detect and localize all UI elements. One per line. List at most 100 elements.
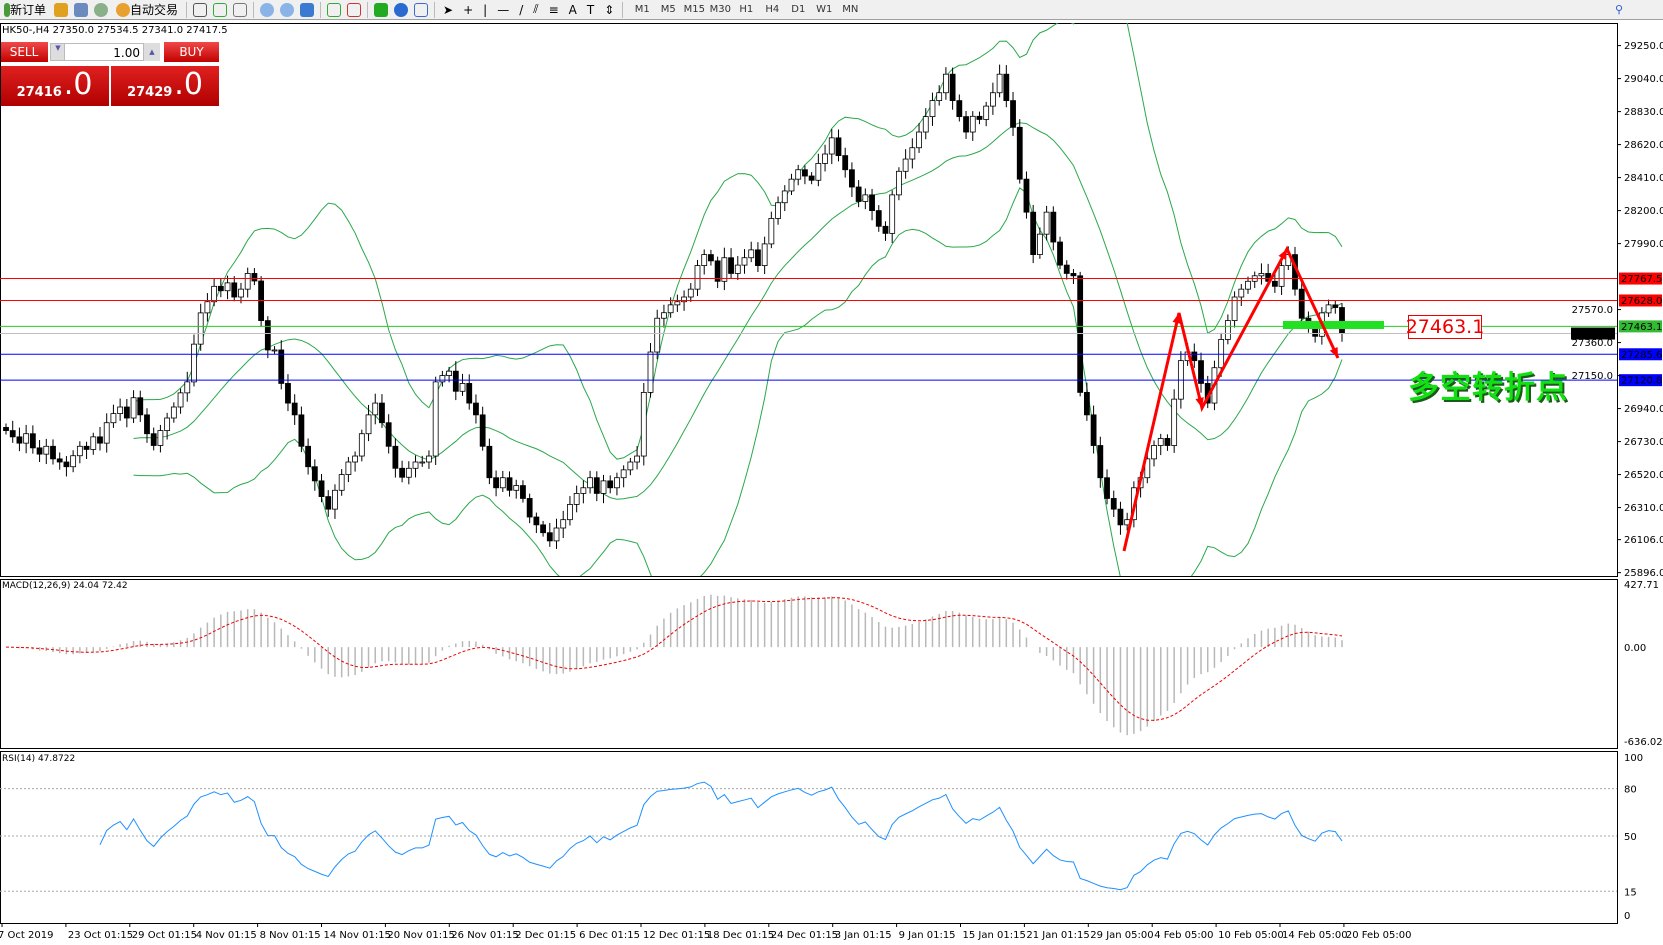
candle xyxy=(9,420,16,443)
candle-body xyxy=(896,170,902,196)
navigator-icon[interactable] xyxy=(74,2,89,17)
candle xyxy=(338,469,345,496)
autoscroll-icon[interactable] xyxy=(327,2,342,17)
candle xyxy=(949,67,956,110)
candle xyxy=(264,316,271,359)
candle-body xyxy=(170,406,177,419)
candle-body xyxy=(311,466,318,482)
candle-body xyxy=(922,116,929,133)
candle-body xyxy=(963,116,969,133)
timeframe-h1[interactable]: H1 xyxy=(739,4,754,15)
vertical-line-icon[interactable]: | xyxy=(483,2,488,17)
candle-body xyxy=(452,370,459,392)
candle-body xyxy=(1231,296,1238,321)
candle xyxy=(83,441,90,460)
indicators-icon[interactable] xyxy=(374,2,389,17)
buy-price-button[interactable]: 27429.0 xyxy=(111,66,219,106)
candle-body xyxy=(1023,178,1030,213)
price-level-value: 27120.8 xyxy=(1621,376,1662,387)
price-level-value: 27463.1 xyxy=(1621,322,1662,333)
cursor-icon[interactable]: ➤ xyxy=(443,2,454,17)
candle xyxy=(479,406,486,451)
timeframe-m30[interactable]: M30 xyxy=(709,4,731,15)
bar-chart-icon[interactable] xyxy=(193,2,208,17)
templates-icon[interactable] xyxy=(414,2,429,17)
timeframe-m15[interactable]: M15 xyxy=(683,4,705,15)
candle-body xyxy=(1097,445,1104,479)
candle xyxy=(318,473,325,503)
candle xyxy=(164,412,171,440)
zoom-out-icon[interactable] xyxy=(280,2,295,17)
timeframe-w1[interactable]: W1 xyxy=(816,4,833,15)
candle-body xyxy=(674,301,681,306)
divider xyxy=(367,1,369,18)
candle xyxy=(842,147,849,178)
candle xyxy=(1023,171,1030,219)
candle xyxy=(170,402,177,423)
timeframe-m1[interactable]: M1 xyxy=(634,4,650,15)
auto-trading-button[interactable]: 自动交易 xyxy=(114,1,180,19)
signal-icon[interactable] xyxy=(94,2,109,17)
price-level-value: 27417.5 xyxy=(1572,329,1613,340)
candle-body xyxy=(855,186,862,202)
tile-windows-icon[interactable] xyxy=(300,2,315,17)
market-watch-icon[interactable] xyxy=(54,2,69,17)
candle-body xyxy=(969,115,976,133)
auto-trading-label: 自动交易 xyxy=(130,3,179,17)
candle-body xyxy=(627,461,634,471)
crosshair-icon[interactable]: + xyxy=(463,2,474,17)
divider xyxy=(186,1,188,18)
periods-icon[interactable] xyxy=(394,2,409,17)
fibonacci-icon[interactable]: ≡ xyxy=(548,2,559,17)
candle-body xyxy=(1164,438,1171,446)
y-tick-label: 29250.0 xyxy=(1624,41,1663,52)
candle xyxy=(768,211,775,249)
candle-body xyxy=(271,349,278,352)
line-chart-icon[interactable] xyxy=(233,2,248,17)
candle xyxy=(1036,227,1043,259)
candle xyxy=(1271,272,1278,293)
search-icon[interactable]: ⚲ xyxy=(1614,3,1623,16)
timeframe-h4[interactable]: H4 xyxy=(765,4,780,15)
arrows-icon[interactable]: ⇕ xyxy=(604,2,615,17)
candle-body xyxy=(405,467,412,478)
candle-body xyxy=(1043,211,1050,235)
x-tick-label: 9 Jan 01:15 xyxy=(899,930,956,941)
macd-tick-label: -636.02 xyxy=(1624,737,1663,748)
lot-size-input[interactable]: 1.00 xyxy=(64,43,144,61)
text-label-icon[interactable]: T xyxy=(586,2,595,17)
candle xyxy=(3,423,9,435)
candle xyxy=(1231,291,1238,328)
new-order-button[interactable]: 新订单 xyxy=(2,1,48,19)
trendline-icon[interactable]: / xyxy=(519,2,524,17)
timeframe-bar: M1 M5 M15 M30 H1 H4 D1 W1 MN xyxy=(629,4,863,15)
candle xyxy=(63,456,70,477)
decrease-lot-button[interactable]: ▼ xyxy=(51,44,65,60)
timeframe-d1[interactable]: D1 xyxy=(791,4,806,15)
candle-body xyxy=(862,194,869,202)
candle-body xyxy=(345,461,352,475)
buy-button[interactable]: BUY xyxy=(164,42,219,62)
candlestick-icon[interactable] xyxy=(213,2,228,17)
channel-icon[interactable]: ⫽ xyxy=(533,2,539,16)
increase-lot-button[interactable]: ▲ xyxy=(144,43,160,61)
candle xyxy=(56,452,63,470)
x-tick-label: 4 Nov 01:15 xyxy=(196,930,257,941)
text-icon[interactable]: A xyxy=(568,2,577,17)
candle xyxy=(1325,299,1332,317)
horizontal-line-icon[interactable]: — xyxy=(497,2,510,17)
sell-button[interactable]: SELL xyxy=(0,42,48,62)
sell-price-button[interactable]: 27416.0 xyxy=(0,66,109,106)
timeframe-mn[interactable]: MN xyxy=(842,4,859,15)
x-tick-label: 29 Jan 05:00 xyxy=(1090,930,1153,941)
candle-body xyxy=(479,414,486,447)
candle-body xyxy=(446,370,452,376)
candle xyxy=(97,426,103,451)
candle-body xyxy=(338,474,345,491)
timeframe-m5[interactable]: M5 xyxy=(660,4,676,15)
candle-body xyxy=(325,496,332,510)
candle xyxy=(553,518,560,549)
zoom-in-icon[interactable] xyxy=(260,2,275,17)
chart-shift-icon[interactable] xyxy=(347,2,362,17)
